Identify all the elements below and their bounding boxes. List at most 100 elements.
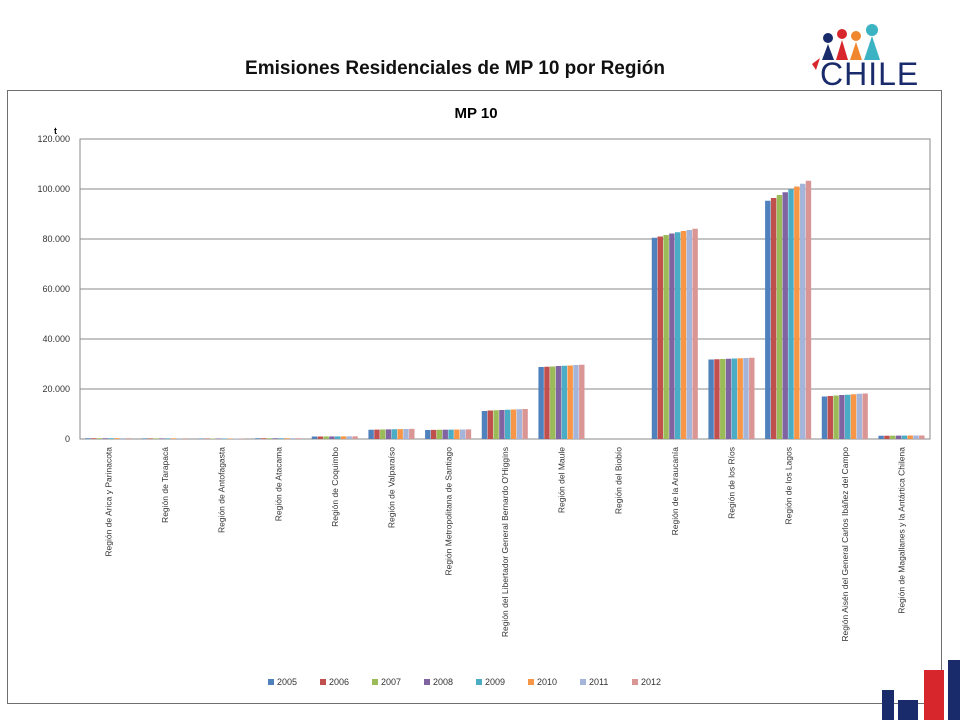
bar bbox=[198, 438, 204, 439]
bar bbox=[329, 436, 335, 439]
bar bbox=[776, 195, 783, 439]
bar bbox=[901, 435, 908, 439]
bar bbox=[799, 183, 806, 439]
bar bbox=[425, 430, 431, 439]
bar bbox=[227, 438, 233, 439]
legend-swatch bbox=[268, 679, 274, 685]
bar bbox=[913, 435, 919, 439]
y-tick-label: 20.000 bbox=[42, 384, 70, 394]
bar bbox=[675, 232, 681, 439]
x-tick-label: Región de Arica y Parinacota bbox=[103, 447, 113, 557]
bar bbox=[544, 366, 550, 439]
bar bbox=[436, 429, 443, 439]
bar bbox=[317, 436, 323, 439]
bar bbox=[493, 410, 499, 439]
bar bbox=[368, 429, 374, 439]
x-tick-label: Región de Atacama bbox=[273, 447, 283, 521]
bar bbox=[454, 429, 460, 439]
bar bbox=[459, 429, 466, 439]
bar bbox=[522, 409, 528, 439]
bar bbox=[487, 410, 493, 439]
bar bbox=[335, 436, 341, 439]
legend-label: 2009 bbox=[485, 677, 505, 687]
x-tick-label: Región de Tarapacá bbox=[160, 447, 170, 523]
bar bbox=[204, 438, 210, 439]
x-tick-label: Región del Libertador General Bernardo O… bbox=[500, 447, 510, 637]
chart-frame: 0 20.000 40.000 60.000 80.000 100.000 120.000 … bbox=[7, 90, 942, 704]
legend-swatch bbox=[632, 679, 638, 685]
bar bbox=[278, 438, 284, 439]
bar bbox=[651, 237, 658, 439]
slide-title: Emisiones Residenciales de MP 10 por Reg… bbox=[245, 58, 665, 79]
bar bbox=[108, 438, 114, 439]
bar bbox=[215, 438, 222, 439]
bar bbox=[380, 429, 386, 439]
bar bbox=[125, 438, 132, 439]
bar bbox=[448, 429, 454, 440]
bar bbox=[391, 429, 398, 439]
bar bbox=[856, 393, 863, 439]
legend-swatch bbox=[580, 679, 586, 685]
y-tick-label: 60.000 bbox=[42, 284, 70, 294]
y-tick-label: 80.000 bbox=[42, 234, 70, 244]
bar bbox=[708, 359, 714, 439]
bar bbox=[141, 438, 148, 440]
x-tick-label: Región del Biobío bbox=[613, 447, 623, 514]
bar bbox=[919, 435, 925, 439]
bar bbox=[442, 429, 448, 439]
bar bbox=[102, 438, 108, 439]
x-tick-label: Región de Antofagasta bbox=[217, 447, 227, 533]
bar bbox=[505, 409, 511, 439]
legend-swatch bbox=[320, 679, 326, 685]
bar bbox=[737, 358, 743, 439]
bar bbox=[749, 357, 755, 439]
bar bbox=[346, 436, 353, 439]
bar bbox=[119, 438, 126, 439]
bar bbox=[833, 395, 839, 439]
y-tick-label: 0 bbox=[65, 434, 70, 444]
bar bbox=[403, 429, 409, 439]
legend-label: 2010 bbox=[537, 677, 557, 687]
x-tick-label: Región de Valparaíso bbox=[387, 447, 397, 528]
bar bbox=[895, 435, 902, 439]
bar bbox=[907, 435, 913, 439]
mp10-chart: 020.00040.00060.00080.000100.000120.000 … bbox=[37, 105, 931, 687]
x-tick-label: Región Metropolitana de Santiago bbox=[443, 447, 453, 576]
legend-label: 2007 bbox=[381, 677, 401, 687]
bar bbox=[884, 435, 890, 439]
chart-title: MP 10 bbox=[454, 105, 497, 122]
legend-label: 2012 bbox=[641, 677, 661, 687]
bar bbox=[239, 438, 245, 439]
bar bbox=[743, 358, 749, 439]
bar bbox=[465, 429, 472, 440]
bar bbox=[765, 200, 771, 439]
bar bbox=[720, 359, 726, 439]
x-axis: Región de Arica y Parinacota Región de Ta… bbox=[103, 447, 906, 642]
legend: 2005 2006 2007 2008 2009 2010 2011 2012 bbox=[268, 677, 661, 687]
chile-logo bbox=[812, 24, 880, 70]
bar bbox=[266, 438, 273, 439]
bar bbox=[147, 438, 153, 440]
bar bbox=[340, 436, 347, 440]
legend-swatch bbox=[424, 679, 430, 685]
y-axis: 0 20.000 40.000 60.000 80.000 100.000 120.000 bbox=[37, 134, 70, 444]
bar bbox=[538, 367, 544, 439]
bar bbox=[714, 359, 720, 439]
y-tick-label: 100.000 bbox=[37, 184, 70, 194]
bar bbox=[430, 429, 437, 440]
bar bbox=[731, 358, 738, 439]
bar bbox=[255, 438, 261, 439]
bar bbox=[839, 395, 845, 439]
legend-label: 2005 bbox=[277, 677, 297, 687]
x-tick-label: Región de los Ríos bbox=[727, 447, 737, 519]
bar bbox=[284, 438, 290, 439]
bar bbox=[692, 228, 698, 439]
bar bbox=[295, 438, 302, 439]
bar bbox=[481, 411, 488, 439]
y-axis-label: t bbox=[54, 126, 57, 136]
x-tick-label: Región de los Lagos bbox=[783, 447, 793, 525]
bar bbox=[165, 438, 171, 439]
bar bbox=[805, 180, 812, 439]
bar bbox=[770, 198, 777, 439]
bar bbox=[170, 438, 177, 439]
